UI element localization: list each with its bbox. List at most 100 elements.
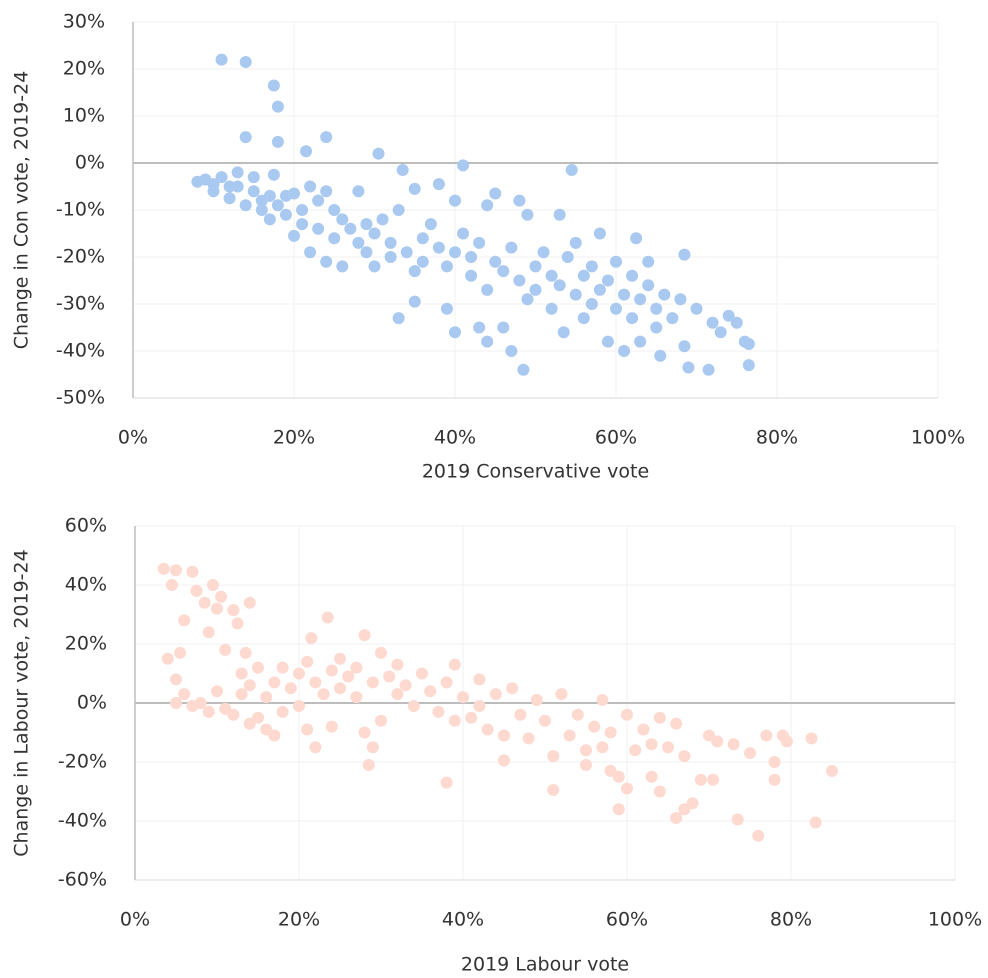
point — [506, 682, 519, 695]
point — [368, 260, 381, 273]
point — [255, 204, 268, 216]
point — [588, 720, 601, 733]
point — [178, 614, 191, 627]
point — [416, 232, 429, 245]
point — [449, 194, 461, 207]
point — [301, 655, 314, 668]
point — [247, 185, 260, 198]
point — [563, 729, 576, 742]
point — [686, 797, 699, 810]
point — [498, 729, 510, 742]
point — [481, 723, 494, 736]
point — [618, 288, 631, 301]
point — [391, 658, 404, 671]
point — [334, 682, 346, 695]
point — [432, 178, 445, 191]
point — [170, 564, 182, 577]
point — [424, 685, 437, 698]
point — [408, 182, 421, 195]
x-tick-label: 80% — [756, 427, 798, 449]
point — [440, 776, 453, 789]
point — [473, 673, 486, 686]
point — [227, 708, 240, 721]
point — [529, 283, 542, 296]
point — [263, 189, 276, 202]
point — [457, 159, 470, 172]
point — [271, 135, 284, 148]
point — [555, 688, 568, 701]
point — [276, 661, 289, 674]
point — [537, 246, 550, 259]
point — [279, 208, 292, 221]
point — [826, 764, 838, 777]
y-tick-label: -30% — [56, 293, 105, 315]
point — [702, 363, 715, 376]
y-tick-label: -40% — [58, 810, 107, 832]
point — [593, 283, 606, 296]
point — [565, 164, 578, 177]
point — [626, 312, 639, 325]
point — [170, 697, 182, 709]
point — [580, 758, 592, 771]
point — [577, 269, 590, 282]
point — [457, 227, 470, 240]
point — [596, 741, 609, 754]
x-tick-label: 20% — [278, 909, 320, 931]
point — [521, 293, 534, 306]
point — [553, 279, 566, 292]
point — [344, 222, 357, 235]
point — [612, 770, 625, 783]
point — [170, 673, 182, 686]
y-tick-label: -40% — [56, 340, 105, 362]
point — [198, 596, 211, 609]
point — [352, 185, 365, 198]
point — [642, 279, 655, 292]
point — [190, 584, 203, 597]
point — [178, 688, 191, 701]
point — [730, 316, 743, 329]
point — [239, 55, 252, 68]
point — [400, 246, 413, 259]
point — [637, 723, 650, 736]
point — [465, 269, 478, 282]
point — [497, 321, 510, 334]
point — [678, 750, 691, 763]
point — [312, 194, 325, 207]
point — [514, 708, 527, 721]
point — [317, 688, 330, 701]
point — [465, 251, 478, 263]
point — [211, 685, 223, 698]
point — [416, 255, 429, 268]
point — [432, 241, 445, 254]
point — [407, 699, 420, 712]
point — [321, 611, 334, 624]
x-tick-label: 20% — [273, 427, 315, 449]
y-tick-label: 40% — [65, 574, 107, 596]
point — [360, 218, 373, 231]
point — [457, 691, 469, 704]
point — [161, 652, 174, 665]
point — [473, 236, 486, 249]
point — [215, 171, 228, 184]
point — [207, 185, 220, 198]
point — [561, 251, 574, 263]
point — [243, 596, 256, 609]
point — [271, 199, 284, 212]
point — [727, 738, 740, 751]
point — [505, 345, 518, 357]
point — [690, 302, 703, 315]
point — [674, 293, 687, 306]
point — [408, 295, 421, 308]
y-tick-label: 20% — [65, 633, 107, 655]
point — [328, 204, 341, 216]
point — [239, 199, 252, 212]
point — [580, 744, 592, 757]
point — [358, 629, 371, 642]
point — [399, 679, 412, 692]
point — [670, 812, 683, 825]
point — [610, 255, 622, 268]
point — [263, 213, 276, 226]
point — [260, 691, 273, 704]
